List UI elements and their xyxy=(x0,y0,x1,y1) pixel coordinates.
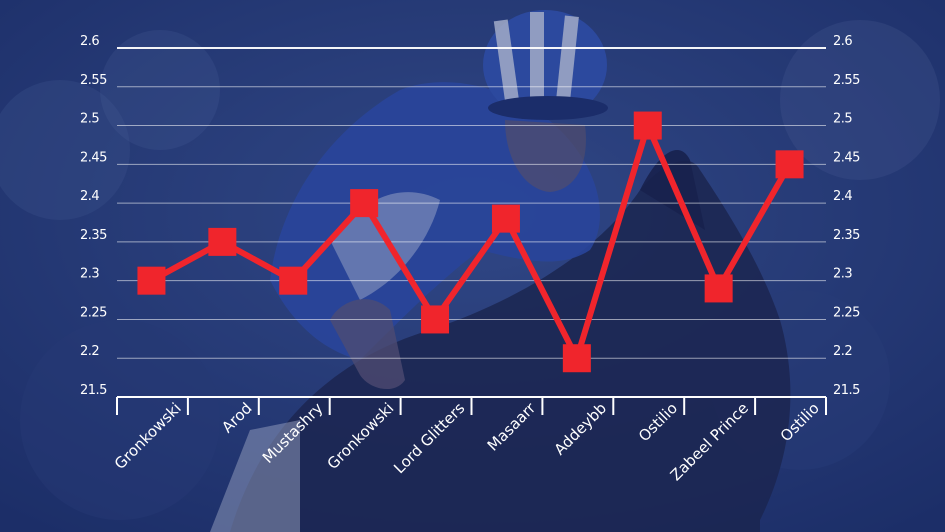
data-point-marker xyxy=(208,227,237,256)
data-point-marker xyxy=(562,344,591,373)
gridlines xyxy=(117,47,826,359)
y-tick-label-right: 2.6 xyxy=(833,34,852,49)
data-point-marker xyxy=(775,150,804,179)
x-tick-label: Masaarr xyxy=(484,399,540,455)
series-line-layer xyxy=(137,111,804,373)
x-tick-label: Gronkowski xyxy=(111,399,185,473)
y-tick-label-right: 2.35 xyxy=(833,228,860,243)
x-tick-label: Mustashry xyxy=(259,399,327,467)
y-tick-label-right: 2.45 xyxy=(833,150,860,165)
y-tick-label-left: 2.3 xyxy=(80,267,99,282)
y-tick-label-right: 2.55 xyxy=(833,73,860,88)
y-tick-label-left: 2.2 xyxy=(80,344,99,359)
y-axis-right: 2.6 2.55 2.5 2.45 2.4 2.35 2.3 2.25 2.2 21.5 xyxy=(833,34,861,398)
y-tick-label-left: 2.45 xyxy=(80,150,107,165)
data-point-marker xyxy=(350,189,379,218)
y-tick-label-right: 2.2 xyxy=(833,344,852,359)
y-tick-label-left: 2.4 xyxy=(80,189,99,204)
data-point-marker xyxy=(704,274,733,303)
data-point-marker xyxy=(421,305,450,334)
y-tick-label-right: 2.3 xyxy=(833,267,852,282)
y-tick-label-left: 2.25 xyxy=(80,305,107,320)
series-line xyxy=(150,116,793,367)
y-tick-label-left: 2.5 xyxy=(80,112,99,127)
data-point-marker xyxy=(491,204,520,233)
y-tick-label-left: 21.5 xyxy=(80,383,107,398)
y-tick-label-left: 2.35 xyxy=(80,228,107,243)
x-tick-label: Arod xyxy=(218,399,255,436)
data-point-marker xyxy=(279,266,308,295)
y-axis-left: 2.6 2.55 2.5 2.45 2.4 2.35 2.3 2.25 2.2 21.5 xyxy=(80,34,108,398)
y-tick-label-left: 2.55 xyxy=(80,73,107,88)
y-tick-label-right: 21.5 xyxy=(833,383,860,398)
x-tick-label: Ostilio xyxy=(777,399,823,445)
data-point-marker xyxy=(137,266,166,295)
x-axis xyxy=(116,396,827,415)
x-tick-label: Ostilio xyxy=(635,399,681,445)
y-tick-label-right: 2.5 xyxy=(833,112,852,127)
y-tick-label-right: 2.25 xyxy=(833,305,860,320)
x-tick-label: Lord Glitters xyxy=(390,399,468,477)
data-point-marker xyxy=(633,111,662,140)
y-tick-label-left: 2.6 xyxy=(80,34,99,49)
x-tick-label: Addeybb xyxy=(551,399,611,459)
y-tick-label-right: 2.4 xyxy=(833,189,852,204)
x-tick-label: Gronkowski xyxy=(324,399,398,473)
